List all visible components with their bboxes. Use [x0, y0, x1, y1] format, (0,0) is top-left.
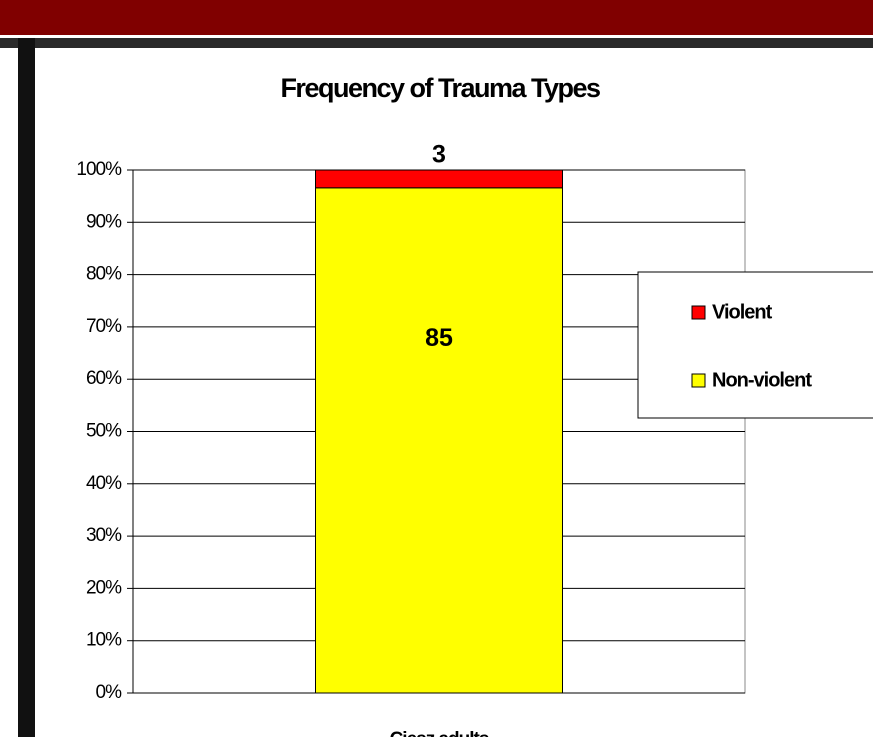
chart-title: Frequency of Trauma Types — [280, 73, 600, 103]
data-label: 85 — [425, 324, 453, 352]
legend-swatch — [691, 305, 706, 320]
legend-label: Non-violent — [712, 369, 812, 391]
y-tick-label: 40% — [86, 473, 122, 494]
y-tick-label: 100% — [76, 159, 122, 180]
side-bar — [18, 38, 35, 737]
y-tick-label: 10% — [86, 630, 122, 651]
header-rule — [0, 38, 873, 48]
y-tick-label: 90% — [86, 211, 122, 232]
data-label: 3 — [432, 141, 446, 169]
bar-segment — [315, 169, 563, 189]
y-tick-label: 70% — [86, 316, 122, 337]
y-tick-label: 30% — [86, 525, 122, 546]
y-tick-label: 50% — [86, 421, 122, 442]
legend-label: Violent — [712, 301, 773, 323]
y-tick-label: 60% — [86, 368, 122, 389]
legend-swatch — [691, 373, 706, 388]
x-tick-label: Ciesz adults — [390, 729, 489, 737]
y-tick-label: 20% — [86, 577, 122, 598]
bar-segment — [315, 187, 563, 694]
legend-box — [637, 271, 873, 419]
header-band — [0, 0, 873, 35]
y-tick-label: 0% — [96, 682, 123, 703]
y-tick-label: 80% — [86, 264, 122, 285]
